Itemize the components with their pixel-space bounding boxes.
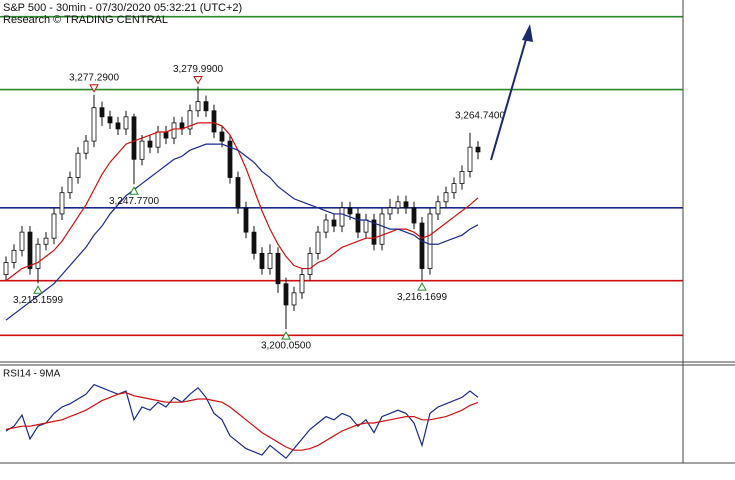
candle-body (75, 152, 81, 178)
annotation: 3,215.1599 (13, 295, 63, 306)
candle-body (227, 140, 233, 178)
chart-subtitle: Research © TRADING CENTRAL (3, 14, 168, 26)
plot-layer: 3,277.2900 3,279.9900 3,247.7700 3,215.1599… (0, 15, 683, 460)
series-line (5, 143, 479, 321)
candle-body (267, 252, 273, 269)
candle-body (315, 231, 321, 254)
candle-body (347, 207, 353, 215)
arrow-head (522, 24, 533, 42)
candle-body (467, 146, 473, 172)
candle-body (363, 219, 369, 233)
candle-body (411, 207, 417, 224)
candle-body (251, 231, 257, 254)
rsi-title: RSI14 - 9MA (3, 369, 61, 380)
candle-body (99, 107, 105, 118)
candle-body (331, 219, 337, 227)
candle-body (259, 252, 265, 269)
candle-body (203, 101, 209, 112)
annotation: 3,264.7400 (455, 110, 505, 121)
candle-body (275, 252, 281, 285)
candle-body (19, 231, 25, 251)
candle-body (235, 177, 241, 209)
candle-body (27, 231, 33, 269)
candle-body (427, 213, 433, 269)
candle-body (435, 201, 441, 215)
candle-body (443, 192, 449, 203)
candle-body (475, 146, 481, 153)
high-marker (89, 84, 99, 93)
candle-body (243, 207, 249, 233)
candle-body (379, 213, 385, 245)
candle-body (195, 101, 201, 112)
candle-body (35, 243, 41, 269)
candle-body (395, 201, 401, 209)
candle-body (163, 131, 169, 139)
candle-body (403, 201, 409, 209)
high-marker (193, 76, 203, 85)
candle-body (387, 207, 393, 215)
candle-body (123, 116, 129, 130)
candle-body (83, 140, 89, 154)
annotation: 3,279.9900 (173, 64, 223, 75)
low-marker (281, 331, 291, 340)
candle-body (3, 262, 9, 276)
candle-body (67, 177, 73, 194)
candle-body (323, 219, 329, 233)
annotation: 3,247.7700 (109, 196, 159, 207)
annotation: 3,277.2900 (69, 72, 119, 83)
series-line (5, 383, 479, 460)
candle-body (187, 110, 193, 130)
annotation: 3,216.1699 (397, 292, 447, 303)
low-marker (417, 282, 427, 291)
low-marker (129, 186, 139, 195)
chart-title: S&P 500 - 30min - 07/30/2020 05:32:21 (U… (3, 2, 242, 14)
candle-body (339, 207, 345, 227)
candle-body (171, 122, 177, 139)
candle-body (131, 116, 137, 160)
candle-body (107, 116, 113, 124)
candle-body (451, 183, 457, 194)
candle-body (211, 110, 217, 133)
candle-body (155, 131, 161, 148)
candle-body (219, 131, 225, 142)
candle-body (59, 192, 65, 215)
forecast-arrow (490, 35, 528, 161)
candle-body (139, 140, 145, 160)
candle-body (43, 237, 49, 245)
annotation: 3,200.0500 (261, 341, 311, 352)
series-line (5, 391, 479, 451)
candle-body (51, 213, 57, 239)
candle-body (283, 283, 289, 306)
candle-body (115, 122, 121, 130)
candle-body (371, 219, 377, 245)
low-marker (33, 285, 43, 294)
candle-body (291, 292, 297, 306)
candle-body (459, 171, 465, 184)
candle-body (419, 222, 425, 269)
candle-body (11, 249, 17, 263)
candle-body (307, 252, 313, 276)
candle-body (299, 274, 305, 294)
candle-body (147, 140, 153, 148)
candle-body (91, 107, 97, 142)
candle-body (355, 213, 361, 233)
